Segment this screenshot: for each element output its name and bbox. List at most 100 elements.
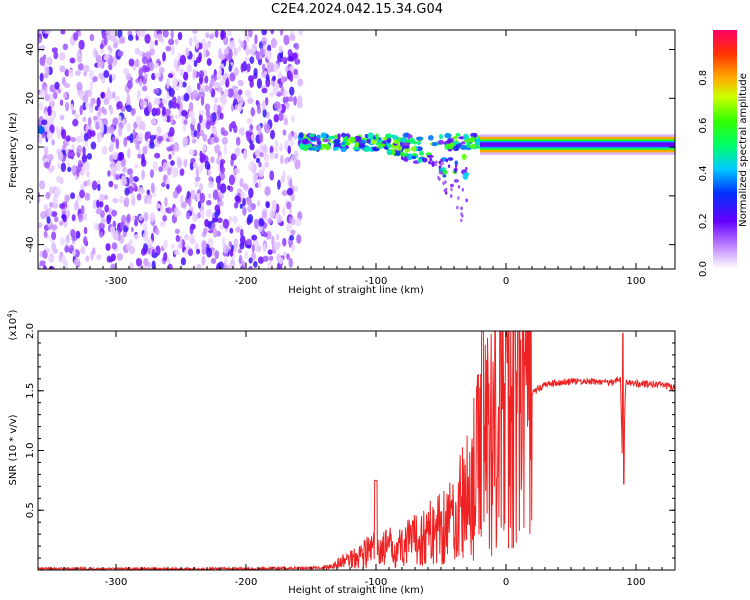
y-tick-label: 0: [25, 144, 36, 150]
heatmap-cell: [59, 176, 64, 185]
heatmap-cell: [282, 129, 287, 136]
heatmap-cell: [59, 114, 65, 121]
heatmap-cell: [92, 247, 96, 255]
heatmap-cell: [71, 214, 76, 222]
heatmap-cell: [77, 213, 84, 222]
heatmap-cell: [54, 186, 61, 197]
heatmap-cell: [123, 136, 128, 147]
heatmap-cell: [189, 161, 194, 171]
colorbar: 0.0 0.2 0.4 0.6 0.8 Normalized spectral ampl…: [698, 30, 749, 277]
heatmap-cell: [144, 66, 151, 73]
heatmap-cell: [130, 227, 134, 233]
heatmap-cell: [89, 80, 94, 91]
heatmap-cell: [168, 88, 175, 98]
heatmap-cell: [274, 143, 279, 153]
heatmap-cell: [250, 133, 256, 142]
heatmap-cell: [290, 243, 296, 252]
heatmap-cell: [126, 93, 130, 103]
heatmap-cell: [136, 193, 142, 201]
heatmap-cell: [322, 138, 330, 143]
heatmap-cell: [454, 169, 457, 174]
heatmap-cell: [243, 150, 247, 158]
heatmap-cell: [195, 263, 202, 269]
heatmap-cell: [38, 125, 45, 134]
heatmap-cell: [234, 201, 239, 209]
heatmap-cell: [169, 263, 173, 269]
heatmap-cell: [444, 180, 447, 184]
heatmap-cell: [164, 197, 168, 207]
heatmap-cell: [166, 146, 173, 152]
heatmap-cell: [92, 76, 96, 83]
heatmap-cell: [54, 216, 59, 223]
heatmap-cell: [452, 141, 460, 145]
heatmap-cell: [101, 146, 108, 155]
spectrogram-frame: [37, 29, 676, 270]
heatmap-cell: [265, 50, 272, 60]
heatmap-cell: [222, 244, 229, 254]
heatmap-cell: [199, 129, 205, 137]
snr-panel: -300 -200 -100 0 100 0.5 1.0 1.5 2.0 Height of …: [6, 309, 676, 596]
heatmap-cell: [290, 154, 297, 163]
heatmap-cell: [191, 238, 196, 245]
heatmap-cell: [443, 188, 446, 193]
heatmap-cell: [138, 131, 144, 142]
heatmap-cell: [76, 168, 80, 178]
heatmap-cell: [161, 97, 168, 105]
heatmap-cell: [198, 70, 205, 78]
heatmap-cell: [281, 190, 289, 196]
heatmap-cell: [107, 170, 111, 177]
heatmap-cell: [142, 85, 148, 92]
heatmap-cell: [103, 54, 109, 61]
heatmap-cell: [439, 170, 442, 175]
heatmap-cell: [258, 161, 262, 168]
heatmap-cell: [257, 256, 264, 264]
heatmap-cell: [135, 115, 142, 126]
heatmap-cell: [52, 196, 58, 206]
heatmap-cell: [176, 95, 182, 105]
heatmap-cell: [84, 192, 91, 201]
heatmap-cell: [155, 88, 160, 94]
heatmap-cell: [162, 51, 166, 62]
heatmap-cell: [171, 101, 178, 109]
heatmap-cell: [216, 104, 222, 116]
heatmap-cell: [258, 145, 263, 153]
x-tick-label: 0: [503, 276, 509, 287]
heatmap-cell: [400, 137, 407, 143]
heatmap-cell: [160, 182, 166, 188]
heatmap-cell: [197, 122, 201, 133]
heatmap-cell: [288, 207, 293, 215]
heatmap-cell: [100, 91, 106, 99]
heatmap-cell: [296, 234, 302, 244]
heatmap-cell: [48, 252, 55, 264]
heatmap-cell: [263, 232, 268, 238]
heatmap-cell: [261, 30, 268, 36]
heatmap-cell: [134, 58, 140, 68]
heatmap-cell: [129, 133, 134, 144]
heatmap-cell: [396, 145, 403, 152]
heatmap-cell: [289, 86, 295, 96]
heatmap-cell: [283, 118, 289, 126]
heatmap-cell: [64, 82, 71, 88]
heatmap-cell: [144, 194, 148, 205]
heatmap-cell: [229, 227, 234, 234]
heatmap-cell: [174, 228, 181, 234]
heatmap-cell: [212, 189, 219, 201]
heatmap-cell: [252, 239, 260, 247]
heatmap-cell: [245, 35, 250, 43]
heatmap-cell: [412, 152, 417, 157]
heatmap-cell: [237, 248, 242, 254]
heatmap-cell: [446, 143, 454, 150]
heatmap-cell: [132, 128, 136, 139]
heatmap-cell: [192, 89, 199, 99]
heatmap-cell: [274, 153, 279, 159]
heatmap-cell: [158, 66, 165, 74]
heatmap-cell: [363, 146, 371, 152]
heatmap-cell: [267, 62, 274, 73]
heatmap-cell: [269, 208, 276, 219]
heatmap-cell: [461, 141, 466, 145]
heatmap-cell: [214, 250, 220, 260]
heatmap-cell: [283, 139, 290, 150]
heatmap-cell: [246, 63, 251, 73]
heatmap-cell: [287, 48, 293, 58]
heatmap-cell: [221, 236, 226, 247]
